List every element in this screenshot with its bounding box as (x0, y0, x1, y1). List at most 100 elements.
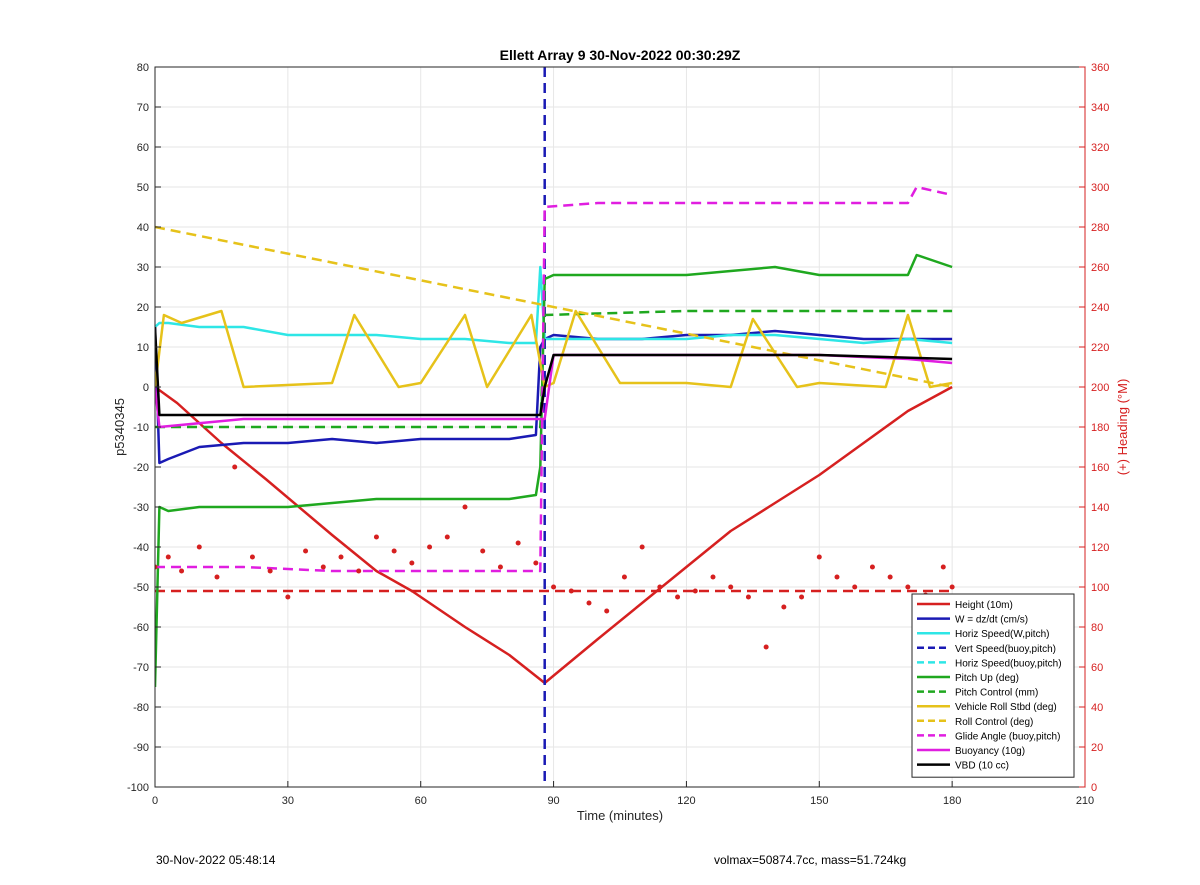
heading-point (497, 564, 503, 570)
y-tick-label: 10 (137, 342, 149, 354)
heading-point (155, 564, 158, 570)
heading-point (869, 564, 875, 570)
footer-volmax-mass: volmax=50874.7cc, mass=51.724kg (714, 853, 907, 867)
heading-point (940, 564, 946, 570)
heading-point (444, 534, 450, 540)
y2-tick-label: 120 (1091, 542, 1109, 554)
y2-tick-label: 40 (1091, 702, 1103, 714)
x-tick-label: 180 (943, 795, 961, 807)
y2-tick-label: 200 (1091, 382, 1109, 394)
heading-point (710, 574, 716, 580)
y2-tick-label: 80 (1091, 622, 1103, 634)
plot-layer (155, 67, 955, 787)
heading-point (214, 574, 220, 580)
x-tick-label: 0 (152, 795, 158, 807)
heading-point (249, 554, 255, 560)
y-tick-label: -40 (133, 542, 149, 554)
heading-point (356, 568, 362, 574)
y2-tick-label: 360 (1091, 62, 1109, 74)
y-tick-label: -60 (133, 622, 149, 634)
x-tick-label: 30 (282, 795, 294, 807)
chart-title: Ellett Array 9 30-Nov-2022 00:30:29Z (500, 47, 741, 63)
series-line-6 (155, 309, 953, 429)
y2-tick-label: 240 (1091, 302, 1109, 314)
heading-point (338, 554, 344, 560)
y2-tick-label: 160 (1091, 462, 1109, 474)
series-line-5 (155, 253, 953, 688)
heading-point (373, 534, 379, 540)
legend-entry-label: Height (10m) (955, 600, 1013, 611)
y2-tick-label: 0 (1091, 782, 1097, 794)
legend: Height (10m) W = dz/dt (cm/s) Horiz Speed(… (911, 593, 1075, 778)
heading-point (568, 588, 574, 594)
legend-entry-label: Pitch Control (mm) (955, 688, 1038, 699)
heading-point (763, 644, 769, 650)
heading-point (320, 564, 326, 570)
plot-series-group (155, 67, 955, 787)
legend-entry-label: Glide Angle (buoy,pitch) (955, 731, 1060, 742)
y-axis-label: p5340345 (112, 398, 127, 456)
heading-point (852, 584, 858, 590)
y-tick-label: 80 (137, 62, 149, 74)
heading-point (887, 574, 893, 580)
y-tick-label: -30 (133, 502, 149, 514)
heading-point (179, 568, 185, 574)
y-tick-label: -90 (133, 742, 149, 754)
y-tick-label: -20 (133, 462, 149, 474)
y2-tick-label: 140 (1091, 502, 1109, 514)
y2-tick-label: 300 (1091, 182, 1109, 194)
y2-tick-label: 320 (1091, 142, 1109, 154)
heading-point (462, 504, 468, 510)
heading-point (427, 544, 433, 550)
legend-entry-label: Vert Speed(buoy,pitch) (955, 644, 1056, 655)
heading-point (657, 584, 663, 590)
legend-entry-label: Roll Control (deg) (955, 717, 1033, 728)
heading-point (267, 568, 273, 574)
y2-tick-label: 180 (1091, 422, 1109, 434)
heading-point (799, 594, 805, 600)
y-tick-label: -50 (133, 582, 149, 594)
legend-box (911, 593, 1075, 778)
footer-timestamp: 30-Nov-2022 05:48:14 (156, 853, 276, 867)
x-tick-label: 210 (1076, 795, 1094, 807)
y2-axis-label: (+) Heading (°M) (1115, 379, 1130, 476)
y-tick-label: -10 (133, 422, 149, 434)
heading-point (745, 594, 751, 600)
y-tick-label: 20 (137, 302, 149, 314)
x-tick-label: 150 (810, 795, 828, 807)
heading-point (285, 594, 291, 600)
heading-point (551, 584, 557, 590)
heading-point (165, 554, 171, 560)
heading-point (949, 584, 955, 590)
heading-point (232, 464, 238, 470)
y-tick-label: 50 (137, 182, 149, 194)
x-tick-label: 60 (415, 795, 427, 807)
series-line-8 (155, 225, 953, 389)
heading-point (675, 594, 681, 600)
heading-point (621, 574, 627, 580)
y2-tick-label: 100 (1091, 582, 1109, 594)
series-line-11 (155, 326, 953, 417)
heading-point (480, 548, 486, 554)
heading-point (515, 540, 521, 546)
y-tick-label: 60 (137, 142, 149, 154)
heading-point (604, 608, 610, 614)
y2-tick-label: 220 (1091, 342, 1109, 354)
heading-point (834, 574, 840, 580)
heading-point (391, 548, 397, 554)
x-tick-label: 90 (547, 795, 559, 807)
heading-point (816, 554, 822, 560)
heading-point (692, 588, 698, 594)
heading-point (905, 584, 911, 590)
x-axis-label: Time (minutes) (577, 808, 663, 823)
y-tick-label: 70 (137, 102, 149, 114)
y-tick-label: -70 (133, 662, 149, 674)
y2-tick-label: 20 (1091, 742, 1103, 754)
legend-entry-label: Vehicle Roll Stbd (deg) (955, 702, 1057, 713)
y-tick-label: -80 (133, 702, 149, 714)
y-tick-label: 40 (137, 222, 149, 234)
y2-tick-label: 280 (1091, 222, 1109, 234)
heading-point (533, 560, 539, 566)
x-tick-label: 120 (677, 795, 695, 807)
